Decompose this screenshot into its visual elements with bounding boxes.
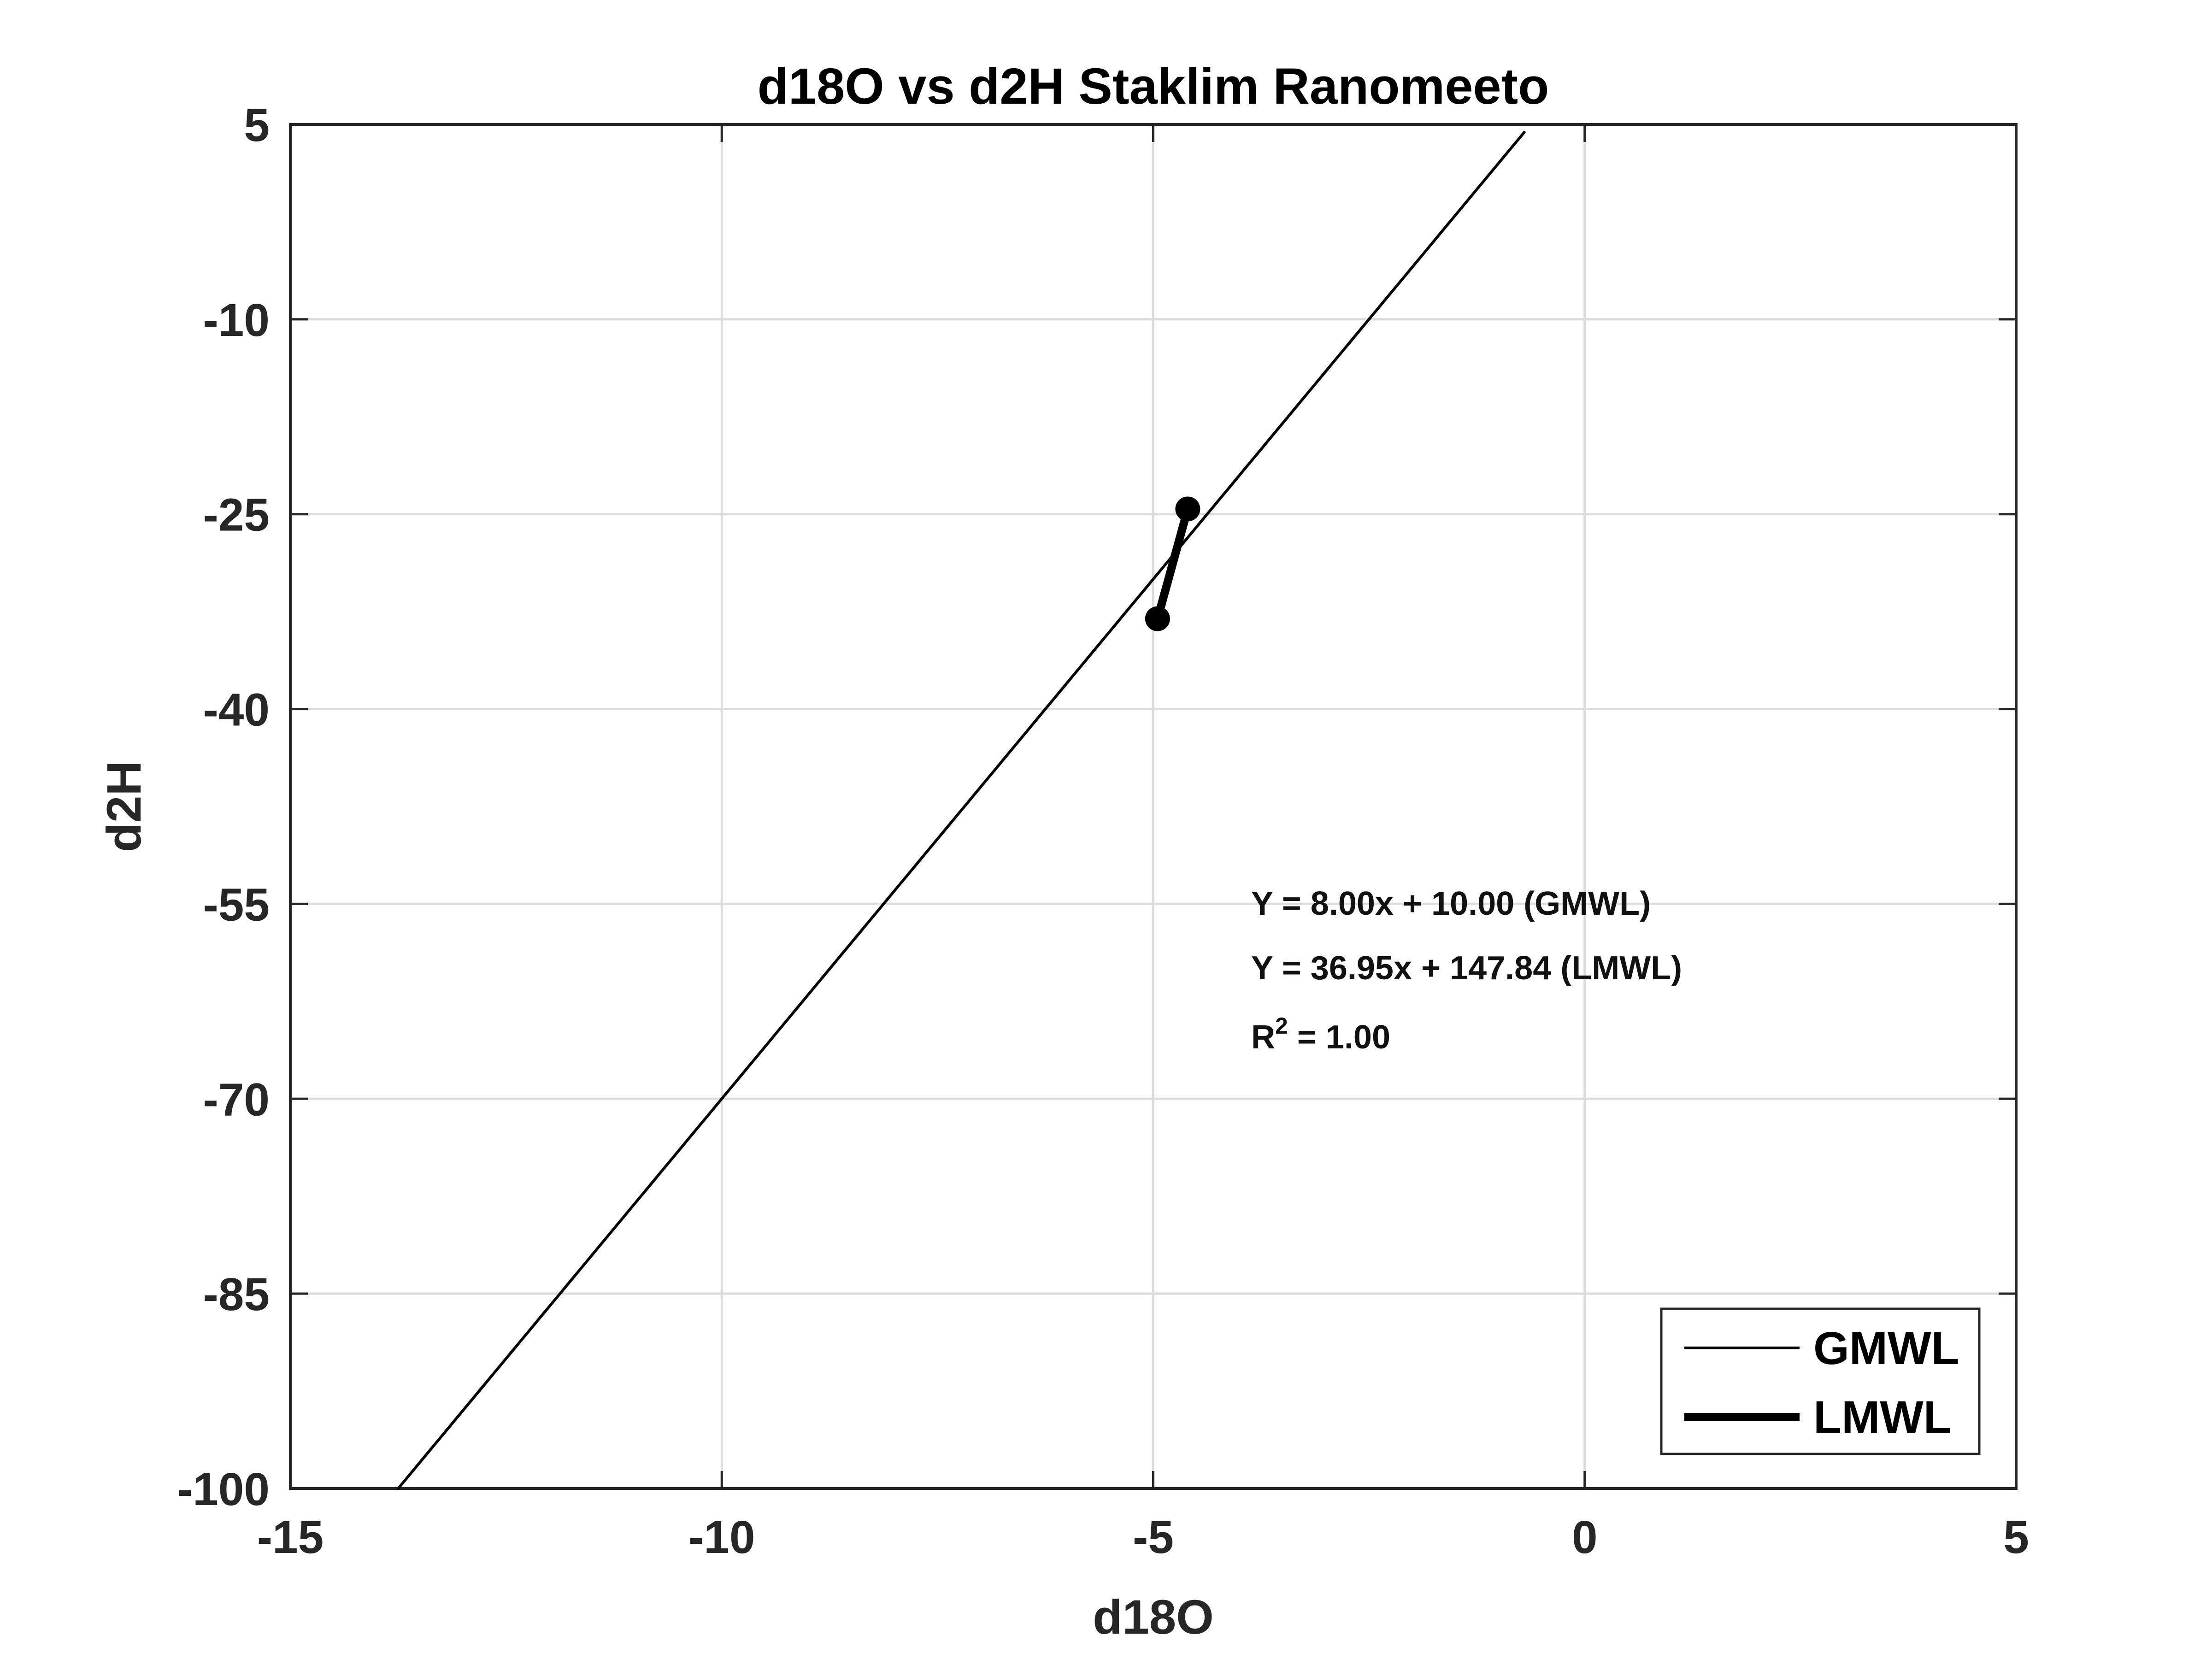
y-axis-label: d2H xyxy=(97,761,151,852)
data-point-lmwl xyxy=(1175,496,1200,522)
legend-box xyxy=(1660,1307,1981,1455)
r-squared-base: R xyxy=(1251,1019,1275,1056)
y-tick-label: -25 xyxy=(203,489,270,541)
r-squared-value: R2 = 1.00 xyxy=(1251,1013,1390,1056)
r-squared-superscript: 2 xyxy=(1275,1013,1288,1039)
lmwl-equation: Y = 36.95x + 147.84 (LMWL) xyxy=(1251,950,1682,987)
x-tick-label: 0 xyxy=(1572,1512,1598,1563)
r-squared-rest: = 1.00 xyxy=(1288,1019,1390,1056)
x-tick-label: -15 xyxy=(257,1512,324,1563)
x-tick-label: 5 xyxy=(2003,1512,2029,1563)
legend: GMWL LMWL xyxy=(1660,1307,1981,1455)
legend-label-lmwl: LMWL xyxy=(1813,1392,1952,1443)
y-tick-label: 5 xyxy=(244,100,270,151)
y-tick-labels: 5 -10 -25 -40 -55 -70 -85 -100 xyxy=(177,100,270,1515)
y-tick-label: -40 xyxy=(203,684,270,736)
chart-title: d18O vs d2H Staklim Ranomeeto xyxy=(758,58,1549,115)
tick-marks xyxy=(289,123,2018,1490)
data-point-lmwl xyxy=(1145,606,1170,631)
series-layer xyxy=(397,130,1526,1490)
gmwl-equation: Y = 8.00x + 10.00 (GMWL) xyxy=(1251,885,1651,922)
x-tick-label: -5 xyxy=(1133,1512,1174,1563)
x-axis-label: d18O xyxy=(1093,1590,1214,1644)
y-tick-label: -10 xyxy=(203,294,270,346)
x-tick-label: -10 xyxy=(688,1512,755,1563)
series-line-gmwl xyxy=(397,130,1526,1490)
y-tick-label: -100 xyxy=(177,1464,270,1515)
equation-annotations: Y = 8.00x + 10.00 (GMWL) Y = 36.95x + 14… xyxy=(1251,885,1682,1056)
y-tick-label: -70 xyxy=(203,1074,270,1125)
legend-label-gmwl: GMWL xyxy=(1813,1323,1959,1374)
y-tick-label: -85 xyxy=(203,1269,270,1320)
y-tick-label: -55 xyxy=(203,879,270,930)
series-line-lmwl xyxy=(1153,505,1192,623)
grid-lines xyxy=(289,123,2018,1490)
x-tick-labels: -15 -10 -5 0 5 xyxy=(257,1512,2029,1563)
